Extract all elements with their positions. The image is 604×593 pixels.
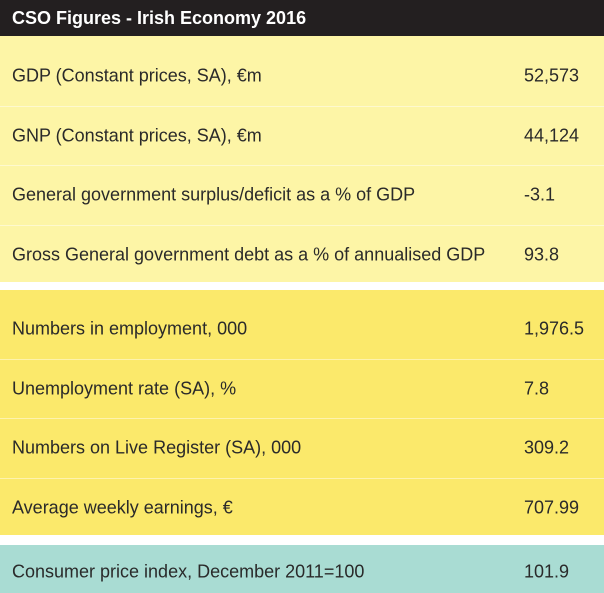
row-value: 7.8 xyxy=(524,378,550,399)
header-title: CSO Figures - Irish Economy 2016 xyxy=(0,0,604,36)
row-value: 101.9 xyxy=(524,561,570,582)
row-label: Numbers on Live Register (SA), 000 xyxy=(12,437,302,458)
table-row: Unemployment rate (SA), % 7.8 xyxy=(0,358,604,419)
row-value: 1,976.5 xyxy=(524,318,585,339)
table-group: Numbers in employment, 000 1,976.5 Unemplo… xyxy=(0,290,604,535)
row-label: Unemployment rate (SA), % xyxy=(12,378,237,399)
table-row: Numbers on Live Register (SA), 000 309.2 xyxy=(0,418,604,478)
table-row: GNP (Constant prices, SA), €m 44,124 xyxy=(0,105,604,166)
table-row: Gross General government debt as a % of … xyxy=(0,224,604,285)
row-label: Numbers in employment, 000 xyxy=(12,318,248,339)
row-label: General government surplus/deficit as a … xyxy=(12,184,416,205)
row-label: Consumer price index, December 2011=100 xyxy=(12,561,365,582)
table-group: Consumer price index, December 2011=100 1… xyxy=(0,545,604,593)
row-label: Gross General government debt as a % of … xyxy=(12,244,486,265)
table-row: GDP (Constant prices, SA), €m 52,573 xyxy=(0,47,604,106)
row-value: 52,573 xyxy=(524,65,580,86)
table-row: Numbers in employment, 000 1,976.5 xyxy=(0,300,604,359)
table-group: GDP (Constant prices, SA), €m 52,573 GNP (… xyxy=(0,36,604,282)
table-row: Average weekly earnings, € 707.99 xyxy=(0,477,604,538)
row-label: GDP (Constant prices, SA), €m xyxy=(12,65,262,86)
row-value: 309.2 xyxy=(524,437,570,458)
row-label: Average weekly earnings, € xyxy=(12,497,233,518)
row-value: -3.1 xyxy=(524,184,556,205)
table-row: General government surplus/deficit as a … xyxy=(0,165,604,225)
row-value: 93.8 xyxy=(524,244,560,265)
table-row: Consumer price index, December 2011=100 1… xyxy=(0,551,604,593)
row-value: 44,124 xyxy=(524,125,580,146)
row-label: GNP (Constant prices, SA), €m xyxy=(12,125,262,146)
row-value: 707.99 xyxy=(524,497,580,518)
